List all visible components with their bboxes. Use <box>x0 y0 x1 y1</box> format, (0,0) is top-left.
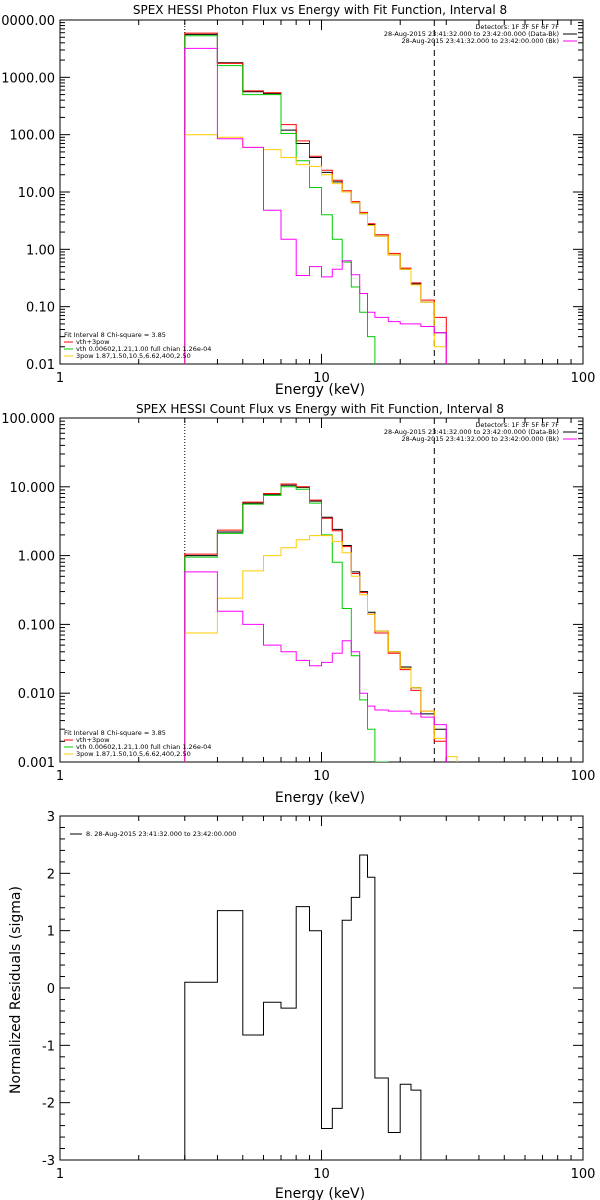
legend-entry: 28-Aug-2015 23:41:32.000 to 23:42:00.000… <box>384 428 559 436</box>
y-tick-label: 1000.00 <box>1 71 55 86</box>
plot-frame <box>59 417 584 763</box>
plot-area <box>184 20 447 364</box>
x-tick-label: 1 <box>56 769 64 784</box>
residuals-panel: Energy (keV) Normalized Residuals (sigma… <box>8 810 595 1200</box>
series-2-line <box>184 486 389 762</box>
legend-entry: Fit Interval 8 Chi-square = 3.85 <box>64 331 166 339</box>
y-tick-label: 0 <box>47 982 55 997</box>
series-2-line <box>184 35 376 364</box>
series-3-line <box>184 535 458 762</box>
legend-entry: 28-Aug-2015 23:41:32.000 to 23:42:00.000… <box>384 30 559 38</box>
count-flux-title: SPEX HESSI Count Flux vs Energy with Fit… <box>136 402 504 416</box>
y-tick-label: 1.00 <box>26 243 55 258</box>
plot-area <box>184 854 422 1160</box>
legend-entry: vth 0.00602,1.21,1.00 full chian 1.26e-0… <box>76 345 211 353</box>
y-tick-label: 0.10 <box>26 301 55 316</box>
legend-entry: vth+3pow <box>76 736 110 744</box>
count-flux-panel: SPEX HESSI Count Flux vs Energy with Fit… <box>1 402 595 806</box>
plot-area <box>184 418 458 762</box>
series-1-line <box>184 483 447 762</box>
count-flux-xlabel: Energy (keV) <box>275 790 365 806</box>
series-3-line <box>184 134 447 364</box>
legend-entry: 8. 28-Aug-2015 23:41:32.000 to 23:42:00.… <box>86 830 236 838</box>
series-0-line <box>184 854 422 1160</box>
x-tick-label: 100 <box>571 769 596 784</box>
series-4-line <box>184 571 447 762</box>
legend-entry: Detectors: 1F 3F 5F 6F 7F <box>475 421 559 429</box>
photon-flux-xlabel: Energy (keV) <box>275 382 365 398</box>
x-tick-label: 10 <box>313 769 330 784</box>
photon-flux-panel: SPEX HESSI Photon Flux vs Energy with Fi… <box>1 3 595 398</box>
legend-entry: Detectors: 1F 3F 5F 6F 7F <box>475 23 559 31</box>
y-tick-label: 100.00 <box>10 129 56 144</box>
y-tick-label: 10.000 <box>10 481 56 496</box>
y-tick-label: -3 <box>42 1154 55 1169</box>
legend-entry: 3pow 1.87,1.50,10.5,6.62,400,2.50 <box>76 352 191 360</box>
y-tick-label: 0.01 <box>26 358 55 373</box>
y-tick-label: 0.100 <box>18 618 55 633</box>
y-tick-label: 0.010 <box>18 687 55 702</box>
x-tick-label: 1 <box>56 1167 64 1182</box>
residuals-ylabel: Normalized Residuals (sigma) <box>8 886 24 1094</box>
x-tick-label: 10 <box>313 1167 330 1182</box>
legend-entry: 28-Aug-2015 23:41:32.000 to 23:42:00.000… <box>402 37 559 45</box>
x-tick-label: 10 <box>313 371 330 386</box>
series-0-line <box>184 484 447 762</box>
legend-entry: Fit Interval 8 Chi-square = 3.85 <box>64 729 166 737</box>
x-tick-label: 100 <box>571 371 596 386</box>
x-tick-label: 100 <box>571 1167 596 1182</box>
series-4-line <box>184 47 447 364</box>
series-0-line <box>184 33 447 364</box>
y-tick-label: 3 <box>47 810 55 825</box>
y-tick-label: 1.000 <box>18 550 55 565</box>
series-1-line <box>184 32 447 364</box>
legend-entry: vth 0.00602,1.21,1.00 full chian 1.26e-0… <box>76 743 211 751</box>
photon-flux-title: SPEX HESSI Photon Flux vs Energy with Fi… <box>133 3 507 17</box>
y-tick-label: -1 <box>42 1039 55 1054</box>
y-tick-label: -2 <box>42 1097 55 1112</box>
residuals-xlabel: Energy (keV) <box>275 1186 365 1200</box>
x-tick-label: 1 <box>56 371 64 386</box>
legend-entry: 28-Aug-2015 23:41:32.000 to 23:42:00.000… <box>402 435 559 443</box>
y-tick-label: 0000.00 <box>1 14 55 29</box>
legend-entry: 3pow 1.87,1.50,10.5,6.62,400,2.50 <box>76 750 191 758</box>
y-tick-label: 100.000 <box>1 412 55 427</box>
y-tick-label: 0.001 <box>18 756 55 771</box>
y-tick-label: 1 <box>47 925 55 940</box>
legend-entry: vth+3pow <box>76 338 110 346</box>
y-tick-label: 2 <box>47 867 55 882</box>
y-tick-label: 10.00 <box>18 186 55 201</box>
